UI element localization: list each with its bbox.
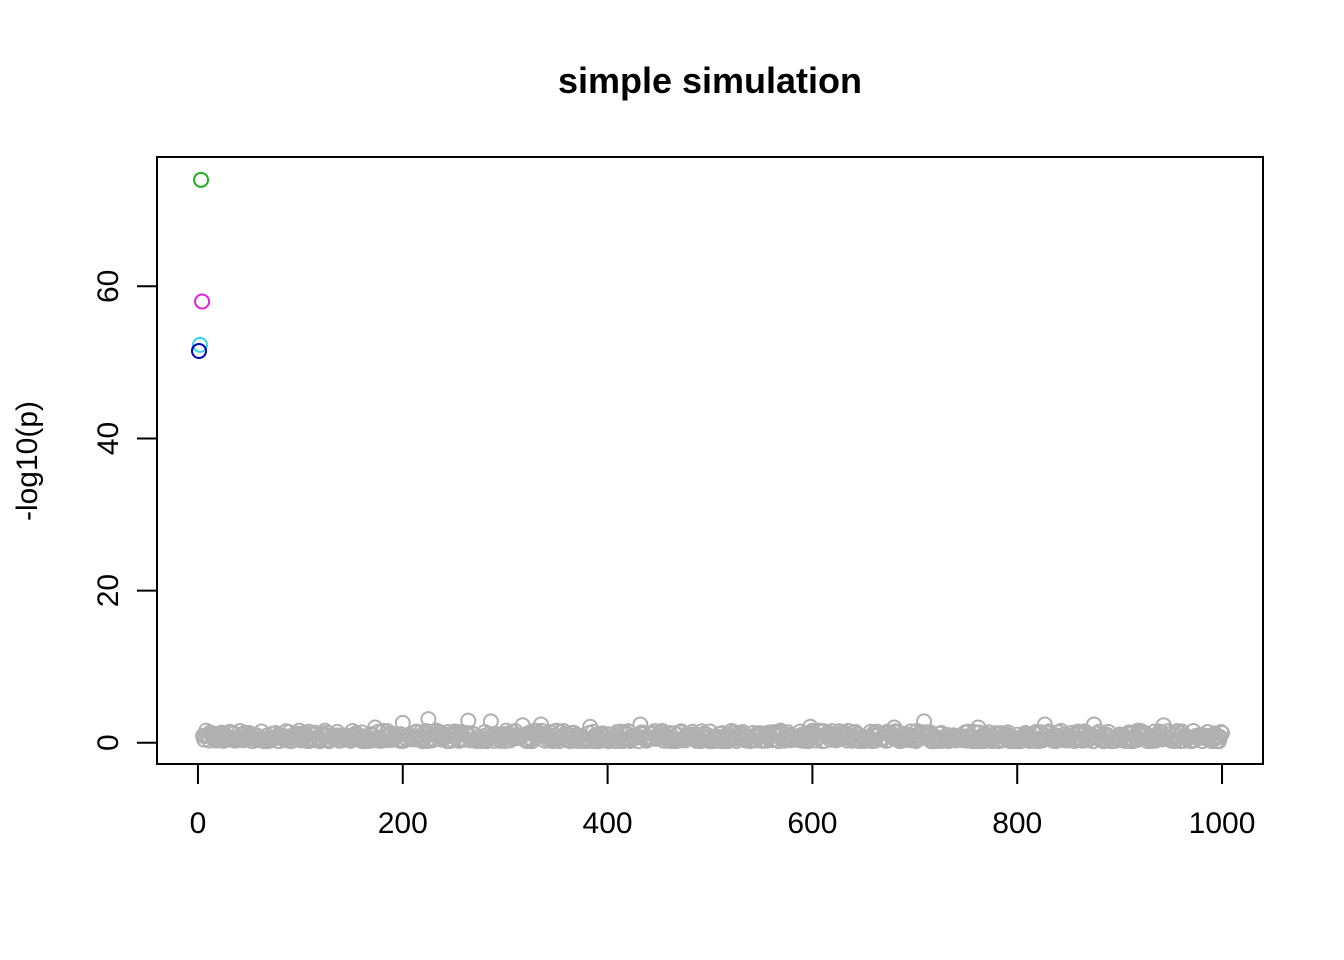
highlight-point [194, 293, 211, 310]
highlight-point [192, 336, 209, 353]
y-tick-label: 40 [92, 422, 125, 455]
background-points [195, 711, 1231, 750]
y-tick-label: 60 [92, 270, 125, 303]
x-tick-label: 0 [190, 807, 207, 840]
highlight-points [190, 171, 211, 359]
y-axis: 0 20 40 60 [92, 270, 158, 751]
y-axis-label: -log10(p) [11, 401, 44, 521]
highlight-point [190, 342, 207, 359]
y-tick-label: 0 [92, 734, 125, 751]
x-axis: 0 200 400 600 800 1000 [190, 763, 1256, 840]
y-tick-label: 20 [92, 574, 125, 607]
x-tick-label: 600 [787, 807, 837, 840]
plot-area-frame [156, 156, 1264, 765]
chart-title: simple simulation [558, 60, 862, 101]
highlight-point [193, 171, 210, 188]
x-tick-label: 400 [583, 807, 633, 840]
background-point [1214, 725, 1231, 742]
x-tick-label: 200 [378, 807, 428, 840]
background-point [632, 716, 649, 733]
x-tick-label: 1000 [1189, 807, 1256, 840]
x-tick-label: 800 [992, 807, 1042, 840]
